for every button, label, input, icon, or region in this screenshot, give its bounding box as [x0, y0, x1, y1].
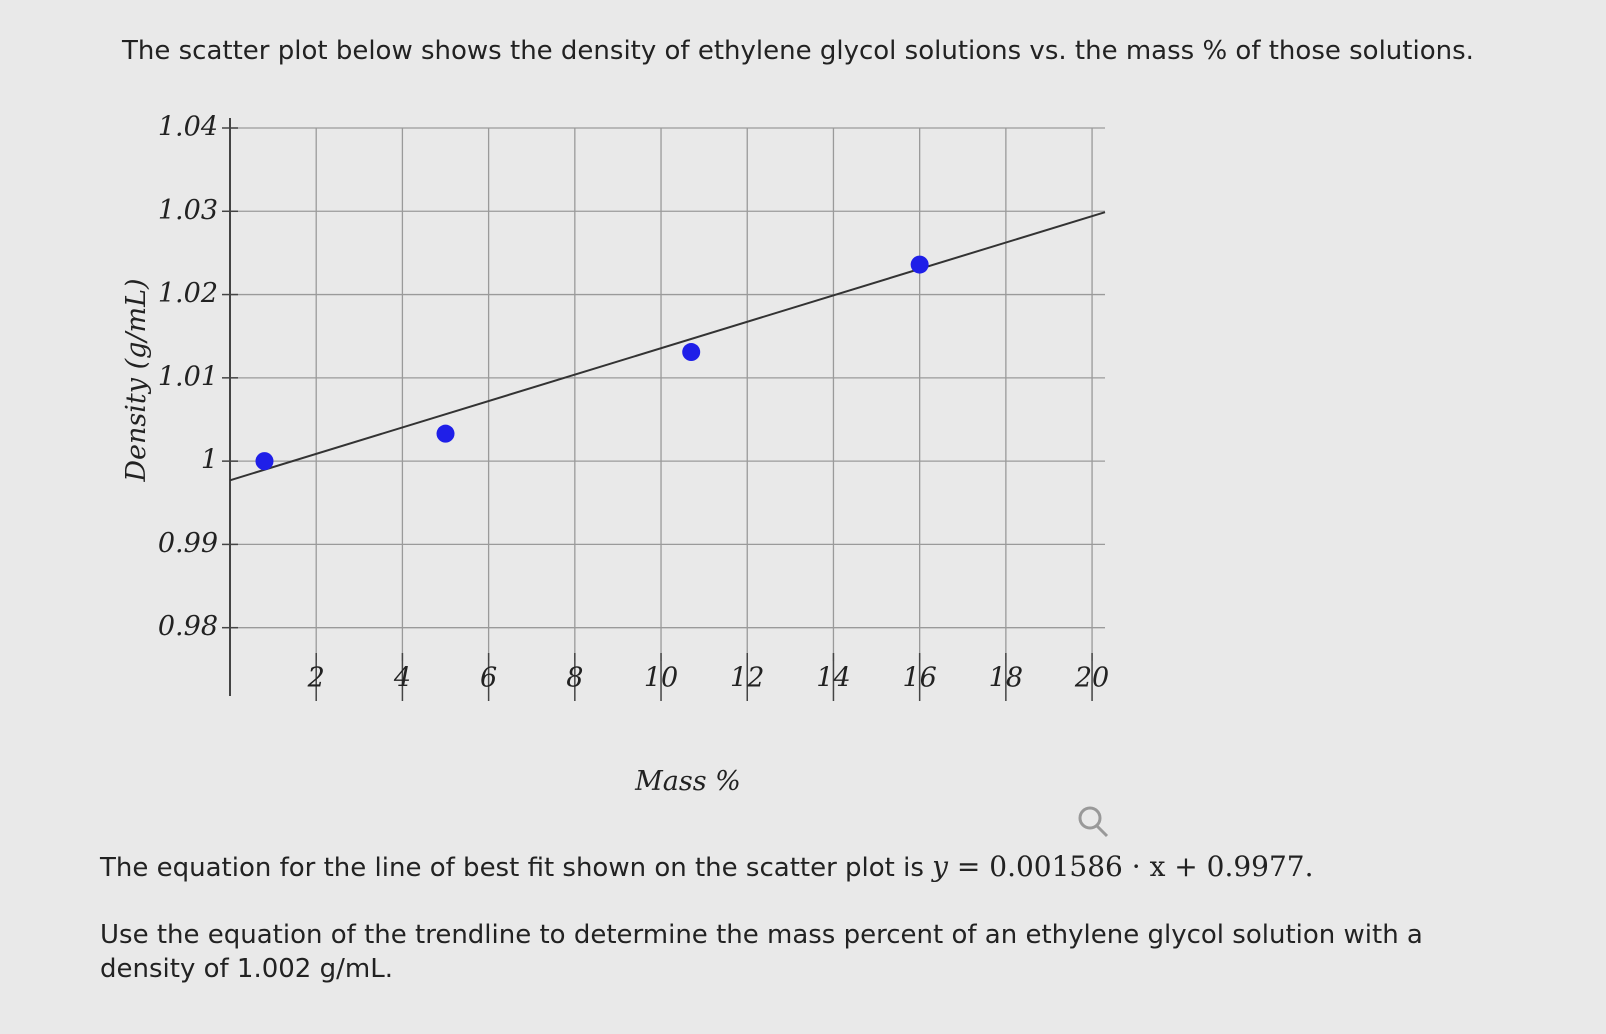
point	[910, 255, 929, 274]
x-tick-label: 14	[816, 663, 850, 694]
eq-end: .	[1304, 850, 1314, 883]
y-tick-label: 0.99	[158, 528, 218, 559]
x-tick-label: 12	[730, 663, 764, 694]
eq-mid: · x +	[1131, 850, 1198, 883]
x-tick-label: 18	[989, 663, 1023, 694]
eq-lhs: y =	[932, 850, 981, 883]
x-tick-label: 4	[393, 663, 411, 694]
x-tick-label: 10	[644, 663, 678, 694]
point	[682, 343, 701, 362]
x-tick-label: 6	[480, 663, 497, 694]
search-icon[interactable]	[1078, 806, 1109, 838]
y-tick-label: 1.01	[158, 361, 218, 392]
y-axis-label: Density (g/mL)	[121, 278, 152, 482]
x-axis-label: Mass %	[634, 766, 741, 797]
y-tick-label: 1.02	[158, 278, 218, 309]
x-tick-label: 2	[307, 663, 325, 694]
y-tick-label: 1	[201, 445, 218, 476]
x-tick-label: 20	[1074, 663, 1109, 694]
x-tick-label: 16	[902, 663, 936, 694]
title: The scatter plot below shows the density…	[122, 36, 1474, 66]
y-tick-label: 1.04	[158, 112, 218, 143]
equation-sentence: The equation for the line of best fit sh…	[100, 850, 1314, 883]
equation-intro: The equation for the line of best fit sh…	[100, 853, 924, 883]
point	[436, 424, 455, 443]
task: Use the equation of the trendline to det…	[100, 920, 1423, 984]
equation: y = 0.001586 · x + 0.9977.	[932, 850, 1313, 883]
eq-intercept: 0.9977	[1206, 850, 1305, 883]
eq-slope: 0.001586	[989, 850, 1123, 883]
point	[255, 452, 274, 471]
x-tick-label: 8	[566, 663, 583, 694]
y-tick-label: 1.03	[158, 195, 218, 226]
y-tick-label: 0.98	[158, 611, 218, 642]
trendline	[229, 211, 1106, 482]
